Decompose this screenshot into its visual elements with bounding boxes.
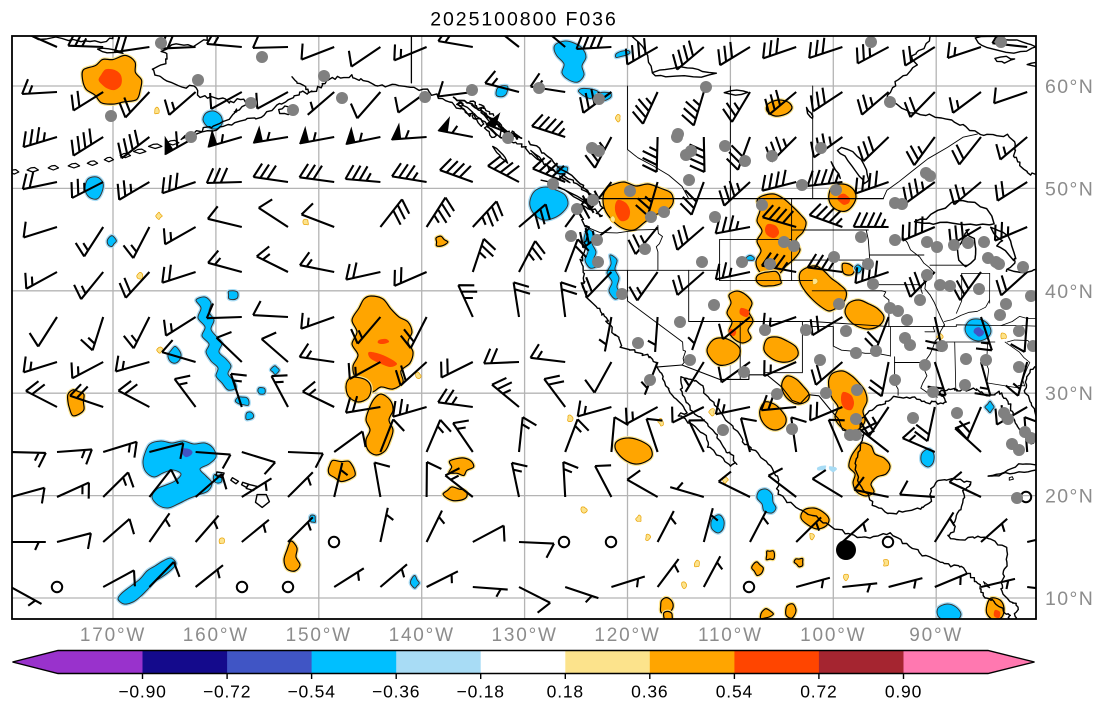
svg-text:10°N: 10°N xyxy=(1045,588,1094,610)
svg-text:−0.36: −0.36 xyxy=(372,682,420,702)
svg-text:150°W: 150°W xyxy=(286,625,352,646)
svg-text:−0.18: −0.18 xyxy=(457,682,505,702)
svg-text:160°W: 160°W xyxy=(183,625,249,646)
svg-text:0.54: 0.54 xyxy=(716,682,753,702)
svg-text:120°W: 120°W xyxy=(594,625,660,646)
svg-text:60°N: 60°N xyxy=(1045,76,1094,98)
svg-text:20°N: 20°N xyxy=(1045,486,1094,508)
svg-text:90°W: 90°W xyxy=(909,625,963,646)
svg-text:50°N: 50°N xyxy=(1045,178,1094,200)
svg-text:0.18: 0.18 xyxy=(547,682,584,702)
svg-text:140°W: 140°W xyxy=(389,625,455,646)
svg-text:−0.72: −0.72 xyxy=(203,682,251,702)
svg-text:2025100800 F036: 2025100800 F036 xyxy=(430,9,618,31)
svg-text:0.90: 0.90 xyxy=(885,682,922,702)
svg-text:−0.54: −0.54 xyxy=(287,682,335,702)
svg-text:40°N: 40°N xyxy=(1045,281,1094,303)
svg-text:0.72: 0.72 xyxy=(800,682,837,702)
svg-text:110°W: 110°W xyxy=(698,625,763,646)
svg-text:0.36: 0.36 xyxy=(631,682,668,702)
svg-text:170°W: 170°W xyxy=(80,625,146,646)
svg-text:130°W: 130°W xyxy=(491,625,557,646)
svg-text:30°N: 30°N xyxy=(1045,383,1094,405)
svg-text:−0.90: −0.90 xyxy=(118,682,166,702)
svg-text:100°W: 100°W xyxy=(800,625,866,646)
